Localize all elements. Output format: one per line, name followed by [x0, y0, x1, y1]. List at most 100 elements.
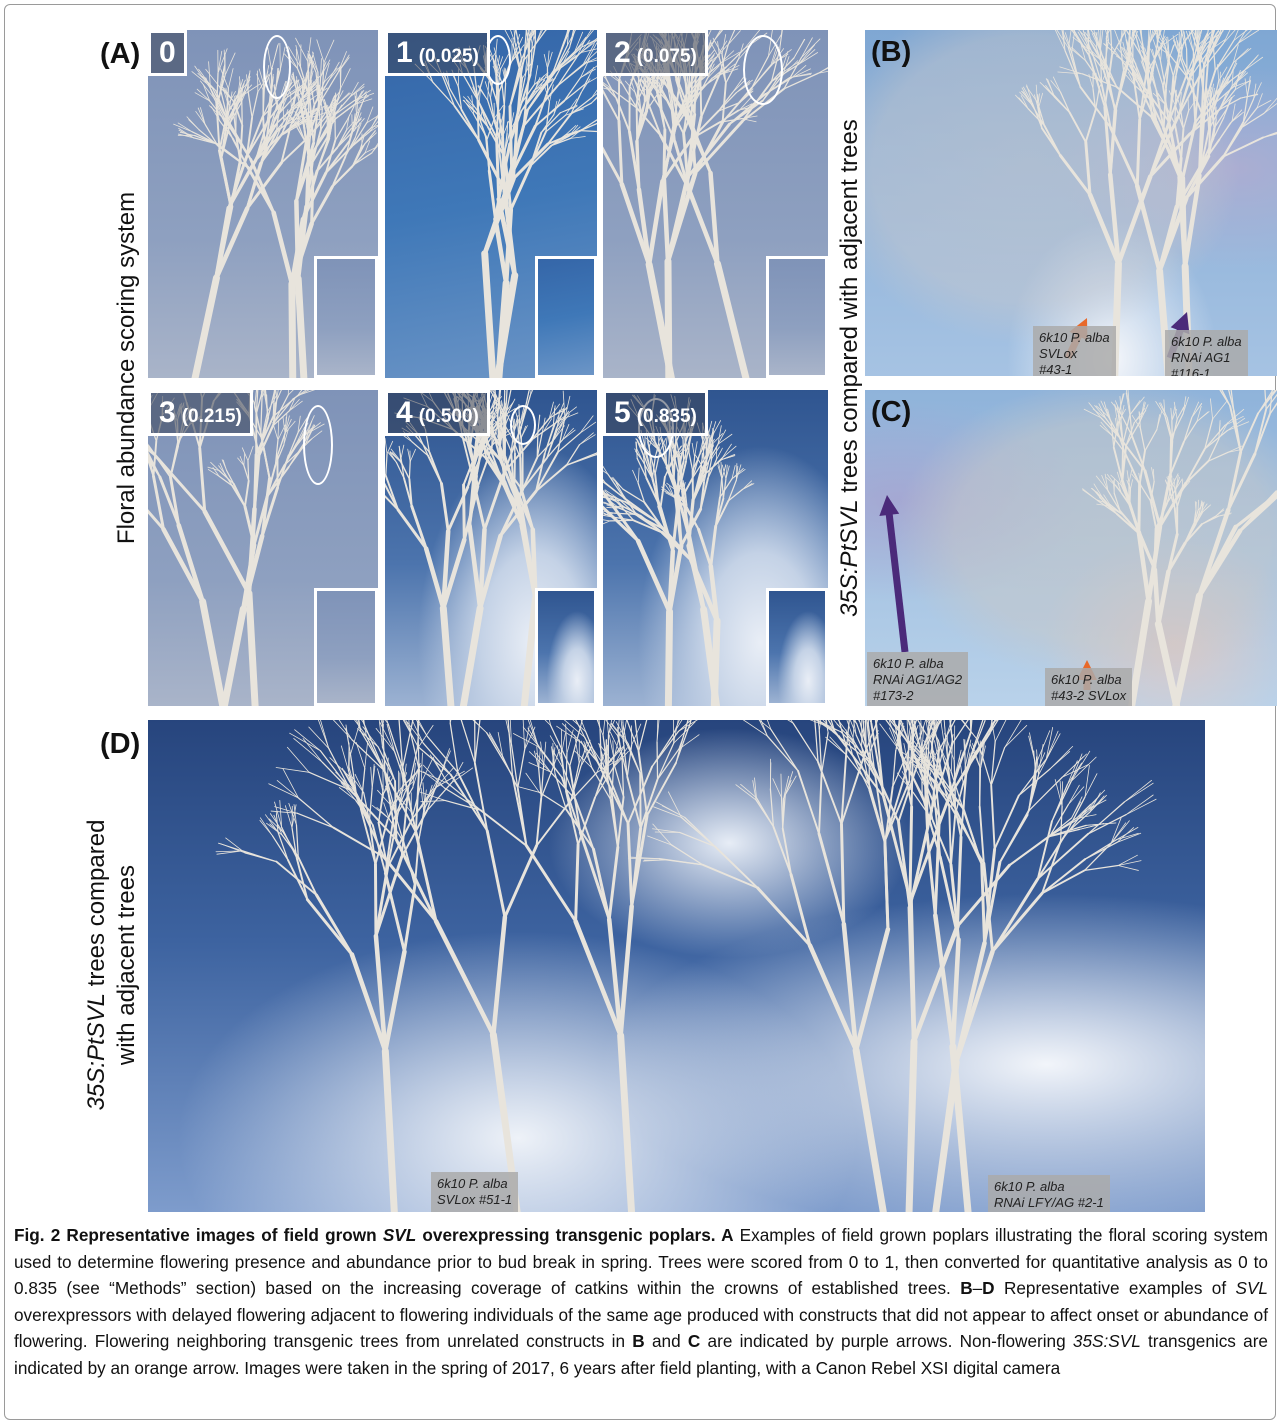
caption-text: C: [688, 1331, 700, 1351]
branch: [736, 464, 737, 481]
branch: [1061, 806, 1063, 841]
branch: [751, 720, 768, 736]
tag-line: RNAi LFY/AG #2-1: [994, 1195, 1104, 1211]
branch: [450, 720, 457, 723]
branch: [985, 720, 991, 721]
branch: [703, 865, 758, 888]
photo-branches: [148, 720, 1205, 1212]
branch: [689, 546, 704, 610]
branch: [261, 398, 262, 434]
branch: [499, 128, 500, 150]
branch: [689, 453, 692, 470]
branch: [386, 454, 387, 476]
branch: [985, 720, 986, 721]
branch: [1085, 840, 1117, 860]
branch: [461, 720, 475, 763]
branch: [801, 39, 820, 58]
branch: [499, 283, 507, 378]
branch: [1052, 785, 1067, 822]
branch: [274, 213, 292, 284]
branch: [350, 84, 364, 97]
branch: [562, 428, 573, 440]
photo: (B)6k10 P. albaSVLox#43-16k10 P. albaRNA…: [865, 30, 1277, 376]
branch: [699, 529, 711, 566]
branch: [1050, 751, 1070, 769]
branch: [909, 1041, 914, 1212]
branch: [995, 720, 1009, 741]
branch: [512, 776, 526, 846]
branch: [317, 40, 324, 63]
branch: [592, 720, 603, 736]
branch: [603, 720, 606, 736]
branch: [292, 284, 293, 378]
branch: [294, 738, 323, 762]
branch: [595, 440, 597, 454]
branch: [363, 723, 384, 771]
panel-label: (D): [100, 728, 140, 761]
branch: [248, 91, 252, 118]
branch: [429, 452, 441, 483]
branch: [244, 453, 245, 465]
tree-tag: 6k10 P. alba#43-2 SVLox: [1045, 668, 1132, 706]
tag-line: #173-2: [873, 688, 962, 704]
branch: [194, 278, 216, 378]
branch: [441, 483, 448, 531]
branch: [544, 54, 547, 68]
branch: [296, 38, 308, 62]
photo: 1(0.025): [385, 30, 597, 378]
score-value: (0.075): [637, 46, 697, 67]
branch: [798, 771, 819, 834]
branches: [603, 394, 754, 706]
caption-text: B: [960, 1278, 972, 1298]
branch: [717, 264, 747, 378]
side-label-text: trees compared: [83, 820, 110, 993]
branch: [316, 720, 329, 748]
branch: [837, 724, 855, 743]
branch: [1124, 783, 1153, 802]
branch: [312, 178, 313, 224]
branch: [1068, 787, 1084, 805]
branch: [994, 720, 1035, 722]
side-label-text: trees compared with adjacent trees: [836, 119, 863, 499]
branch: [664, 180, 668, 262]
branch: [443, 608, 451, 706]
branch: [603, 458, 608, 474]
branch: [539, 769, 542, 798]
branch: [695, 442, 698, 458]
branch: [221, 158, 231, 206]
branch: [680, 832, 715, 846]
branch: [1085, 866, 1118, 871]
branch: [462, 110, 479, 140]
branch: [736, 785, 756, 800]
branch: [537, 800, 571, 845]
highlight-ellipse: [303, 405, 333, 485]
inset: [766, 588, 828, 706]
branches: [216, 720, 1156, 1212]
branch: [332, 167, 352, 187]
branch: [771, 729, 798, 770]
branch: [994, 720, 1034, 722]
branch: [410, 449, 415, 461]
branch: [576, 845, 578, 922]
branch: [773, 827, 791, 875]
caption-text: are indicated by purple arrows. Non-flow…: [700, 1331, 1073, 1351]
caption-text: –: [973, 1278, 983, 1298]
caption-text: and: [645, 1331, 688, 1351]
branch: [580, 435, 596, 445]
branch: [248, 446, 253, 460]
branch: [992, 893, 1042, 951]
branch: [644, 75, 645, 103]
branch: [756, 720, 768, 736]
caption-text: 35S:SVL: [1073, 1331, 1141, 1351]
branch: [581, 131, 597, 133]
tag-line: 6k10 P. alba: [873, 656, 962, 672]
branch: [783, 799, 784, 829]
inset: [535, 588, 597, 706]
branch: [571, 98, 592, 114]
branch: [1029, 733, 1035, 765]
tag-line: 6k10 P. alba: [1039, 330, 1110, 346]
score-box: 4(0.500): [385, 390, 490, 436]
branch: [911, 901, 914, 1041]
branch: [485, 472, 505, 530]
branch: [501, 720, 508, 721]
